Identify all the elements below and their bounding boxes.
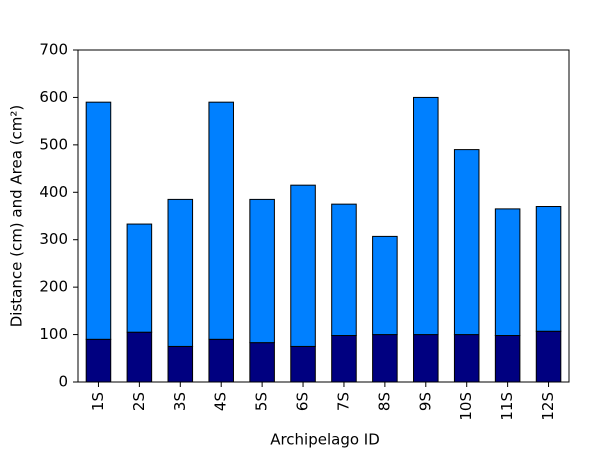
x-tick-label: 10S (457, 392, 475, 421)
x-tick-label: 7S (334, 392, 352, 411)
bar-segment (331, 335, 357, 383)
bar-segment (331, 203, 357, 337)
x-tick-label: 11S (498, 392, 516, 421)
bar-segment (85, 338, 112, 383)
y-tick-label: 300 (39, 230, 68, 248)
bar-segment (126, 331, 153, 383)
bar-segment (290, 184, 316, 347)
x-tick-label: 3S (171, 392, 189, 411)
bar-segment (413, 96, 439, 336)
x-tick-label: 12S (539, 392, 557, 421)
y-tick-label: 700 (39, 41, 68, 59)
y-tick-label: 400 (39, 183, 68, 201)
y-tick-label: 600 (39, 88, 68, 106)
x-tick-label: 8S (375, 392, 393, 411)
bar-segment (208, 101, 234, 340)
y-tick-label: 200 (39, 278, 68, 296)
bar-segment (249, 198, 275, 344)
bar-segment (249, 342, 275, 383)
bar-segment (167, 198, 194, 347)
x-axis-label: Archipelago ID (270, 431, 380, 449)
x-tick-label: 6S (294, 392, 312, 411)
bar-segment (290, 345, 316, 383)
x-tick-label: 1S (89, 392, 107, 411)
y-axis-label: Distance (cm) and Area (cm²) (8, 105, 26, 328)
bar-segment (535, 206, 562, 332)
y-tick-label: 100 (39, 325, 68, 343)
bar-segment (453, 149, 480, 336)
y-tick-label: 0 (58, 373, 68, 391)
x-tick-label: 9S (416, 392, 434, 411)
bar-segment (413, 334, 439, 383)
plot-frame (77, 49, 570, 383)
bar-segment (535, 330, 562, 383)
x-tick-label: 2S (130, 392, 148, 411)
bar-segment (494, 208, 521, 337)
x-tick-label: 4S (212, 392, 230, 411)
bar-segment (167, 345, 194, 383)
bar-segment (208, 338, 234, 383)
bar-segment (85, 101, 112, 340)
bar-segment (453, 334, 480, 383)
bar-segment (126, 223, 153, 333)
y-tick-label: 500 (39, 135, 68, 153)
bar-segment (372, 235, 398, 336)
bar-segment (372, 334, 398, 383)
x-tick-label: 5S (253, 392, 271, 411)
bar-segment (494, 335, 521, 383)
